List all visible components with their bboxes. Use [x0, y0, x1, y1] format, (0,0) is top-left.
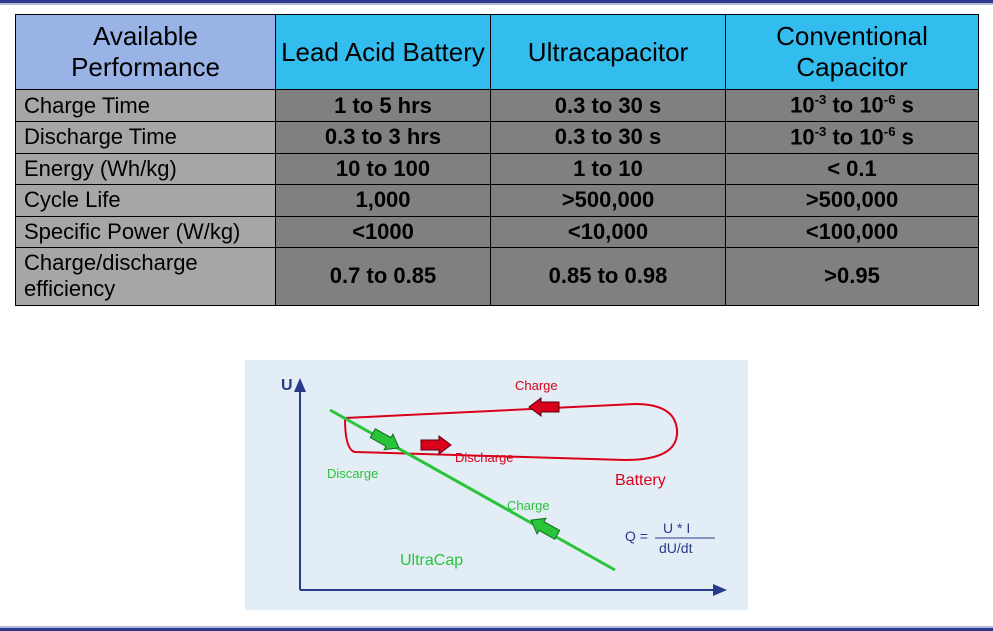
- svg-text:Discarge: Discarge: [327, 466, 378, 481]
- column-header: Available Performance: [16, 15, 276, 90]
- table-row: Cycle Life1,000>500,000>500,000: [16, 185, 979, 216]
- cell-value: 0.3 to 30 s: [491, 122, 726, 154]
- cell-value: 0.7 to 0.85: [276, 247, 491, 305]
- charge-discharge-diagram: U Battery UltraCap Charge Discharge Discarge C…: [245, 360, 748, 610]
- svg-text:Q =: Q =: [625, 528, 648, 544]
- row-label: Charge/discharge efficiency: [16, 247, 276, 305]
- comparison-table: Available PerformanceLead Acid BatteryUl…: [15, 14, 979, 306]
- cell-value: 0.3 to 3 hrs: [276, 122, 491, 154]
- column-header: Lead Acid Battery: [276, 15, 491, 90]
- svg-text:dU/dt: dU/dt: [659, 540, 693, 556]
- cell-value: <10,000: [491, 216, 726, 247]
- cell-value: 1,000: [276, 185, 491, 216]
- cell-value: <100,000: [726, 216, 979, 247]
- cell-value: >500,000: [491, 185, 726, 216]
- cell-value: 10-3 to 10-6 s: [726, 90, 979, 122]
- svg-text:Battery: Battery: [615, 472, 666, 489]
- svg-text:Charge: Charge: [507, 498, 550, 513]
- column-header: Conventional Capacitor: [726, 15, 979, 90]
- row-label: Energy (Wh/kg): [16, 153, 276, 184]
- svg-text:U * I: U * I: [663, 520, 690, 536]
- table-row: Energy (Wh/kg)10 to 1001 to 10< 0.1: [16, 153, 979, 184]
- cell-value: 1 to 5 hrs: [276, 90, 491, 122]
- svg-text:UltraCap: UltraCap: [400, 552, 463, 569]
- cell-value: >500,000: [726, 185, 979, 216]
- row-label: Discharge Time: [16, 122, 276, 154]
- row-label: Charge Time: [16, 90, 276, 122]
- top-rule: [0, 0, 993, 5]
- slide: Available PerformanceLead Acid BatteryUl…: [0, 0, 993, 631]
- svg-text:Charge: Charge: [515, 378, 558, 393]
- table-row: Discharge Time0.3 to 3 hrs0.3 to 30 s10-…: [16, 122, 979, 154]
- cell-value: 0.3 to 30 s: [491, 90, 726, 122]
- cell-value: >0.95: [726, 247, 979, 305]
- cell-value: < 0.1: [726, 153, 979, 184]
- column-header: Ultracapacitor: [491, 15, 726, 90]
- cell-value: 10-3 to 10-6 s: [726, 122, 979, 154]
- table-row: Specific Power (W/kg)<1000<10,000<100,00…: [16, 216, 979, 247]
- bottom-rule: [0, 626, 993, 631]
- table-header-row: Available PerformanceLead Acid BatteryUl…: [16, 15, 979, 90]
- cell-value: 1 to 10: [491, 153, 726, 184]
- cell-value: 10 to 100: [276, 153, 491, 184]
- comparison-table-wrap: Available PerformanceLead Acid BatteryUl…: [15, 14, 978, 306]
- table-row: Charge/discharge efficiency0.7 to 0.850.…: [16, 247, 979, 305]
- cell-value: <1000: [276, 216, 491, 247]
- table-row: Charge Time1 to 5 hrs0.3 to 30 s10-3 to …: [16, 90, 979, 122]
- row-label: Cycle Life: [16, 185, 276, 216]
- row-label: Specific Power (W/kg): [16, 216, 276, 247]
- svg-text:U: U: [281, 377, 293, 394]
- svg-text:Discharge: Discharge: [455, 450, 514, 465]
- cell-value: 0.85 to 0.98: [491, 247, 726, 305]
